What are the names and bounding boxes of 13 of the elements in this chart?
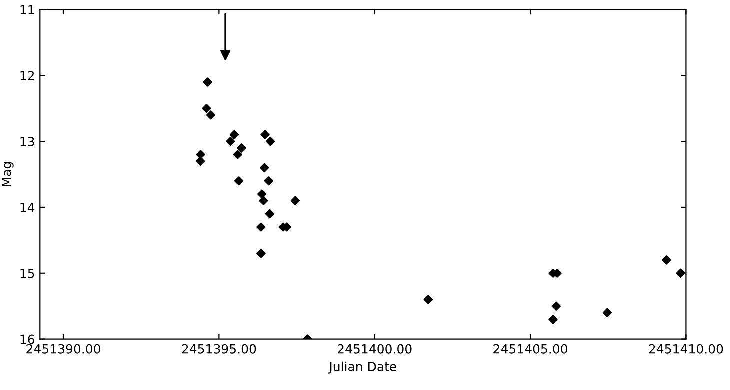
y-axis-title: Mag xyxy=(2,162,14,186)
x-axis-title: Julian Date xyxy=(328,362,397,374)
x-tick-label: 2451410.00 xyxy=(649,344,724,354)
y-tick-label: 11 xyxy=(20,5,34,14)
x-tick-label: 2451395.00 xyxy=(182,344,256,354)
y-tick-label: 15 xyxy=(20,269,34,278)
x-tick-label: 2451390.00 xyxy=(26,344,100,354)
y-tick-label: 13 xyxy=(20,137,34,146)
y-tick-label: 12 xyxy=(20,71,34,80)
y-tick-label: 16 xyxy=(20,334,34,344)
y-tick-label: 14 xyxy=(20,203,35,212)
x-tick-label: 2451405.00 xyxy=(494,344,568,354)
x-tick-label: 2451400.00 xyxy=(338,344,412,354)
